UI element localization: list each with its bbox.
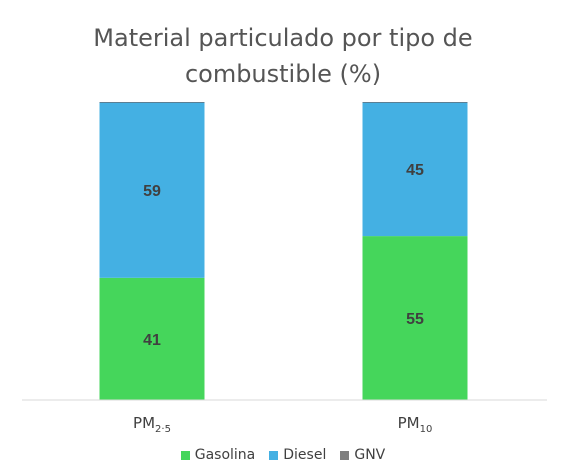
chart-title-line-2: combustible (%): [184, 60, 382, 88]
x-tick-label-1: PM2·5: [133, 414, 171, 435]
data-label-gasolina-2: 55: [406, 311, 424, 328]
bar-group: 41 59 55 45: [99, 102, 468, 400]
legend-label-diesel: Diesel: [283, 447, 327, 463]
data-label-diesel-1: 59: [143, 183, 161, 200]
legend-swatch-gnv: [340, 450, 350, 460]
x-tick-labels: PM2·5 PM10: [133, 414, 432, 435]
legend-item-diesel: Diesel: [269, 447, 326, 463]
bar-diesel-2: [362, 102, 468, 237]
chart-title-line-1: Material particulado por tipo de: [93, 24, 473, 52]
bar-gasolina-1: [99, 277, 205, 400]
legend-item-gnv: GNV: [340, 447, 385, 463]
bar-gasolina-2: [362, 236, 468, 400]
data-label-diesel-2: 45: [406, 162, 424, 179]
legend-label-gasolina: Gasolina: [194, 447, 256, 463]
x-tick-label-2: PM10: [398, 414, 433, 435]
legend-swatch-diesel: [269, 450, 279, 460]
legend-swatch-gasolina: [180, 450, 190, 460]
bar-diesel-1: [99, 102, 205, 278]
legend-label-gnv: GNV: [354, 447, 386, 463]
data-label-gasolina-1: 41: [143, 332, 161, 349]
legend: Gasolina Diesel GNV: [0, 447, 566, 463]
legend-item-gasolina: Gasolina: [180, 447, 256, 463]
chart-title: Material particulado por tipo de combust…: [0, 20, 566, 92]
